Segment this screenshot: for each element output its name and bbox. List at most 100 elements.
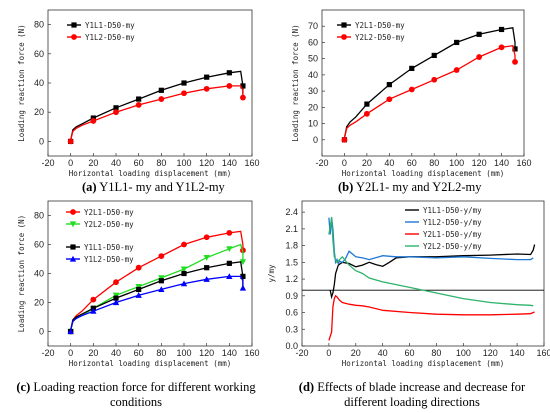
series-line-3 [328, 217, 534, 307]
data-point [158, 286, 165, 293]
data-point [512, 59, 518, 65]
caption-b-text: Y2L1- my and Y2L2-my [353, 180, 482, 194]
legend-label: Y2L2-D50-my [84, 220, 134, 229]
x-tick-label: 140 [222, 158, 237, 168]
data-point [203, 234, 210, 241]
y-tick-label: 0 [313, 135, 318, 145]
x-tick-label: 100 [456, 348, 471, 358]
y-tick-label: 20 [34, 107, 44, 117]
plot-frame [301, 200, 545, 347]
x-tick-label: 60 [407, 158, 417, 168]
data-point [453, 67, 460, 73]
x-tick-label: 80 [156, 348, 166, 358]
series-line-1 [343, 44, 516, 140]
data-point [90, 118, 97, 124]
x-tick-label: 140 [222, 348, 237, 358]
caption-d: (d) Effects of blade increase and decrea… [276, 380, 548, 410]
y-tick-label: 60 [34, 240, 44, 250]
caption-a-letter: (a) [82, 180, 97, 194]
x-axis-label: Horizontal loading displacement (mm) [342, 359, 505, 368]
data-point [226, 273, 233, 279]
caption-c-text: Loading reaction force for different wor… [30, 380, 256, 409]
chart-1: -20 0 20 40 60 80 100 120 140 160 0 10 20 30 40 50 60 70 H… [291, 9, 532, 178]
chart-3: -20 0 20 40 60 80 100 120 140 160 0.0 0.3 0.6 0.9 1.2 1… [267, 200, 550, 368]
y-axis-label: Loading reaction force (N) [291, 24, 300, 141]
y-tick-label: 1.2 [285, 274, 298, 284]
y-tick-label: 70 [308, 21, 318, 31]
caption-d-letter: (d) [298, 380, 315, 394]
data-point [203, 276, 210, 282]
x-tick-label: -20 [315, 158, 328, 168]
y-tick-label: 2.1 [285, 224, 298, 234]
y-tick-label: 40 [308, 70, 318, 80]
caption-a-text: Y1L1- my and Y1L2-my [96, 180, 225, 194]
data-point [90, 115, 96, 121]
y-tick-label: 0.0 [285, 341, 298, 351]
x-tick-label: 120 [199, 158, 214, 168]
y-tick-label: 60 [308, 37, 318, 47]
y-tick-label: 10 [308, 119, 318, 129]
y-tick-label: 20 [34, 298, 44, 308]
data-point [113, 279, 119, 286]
y-tick-label: 40 [34, 269, 44, 279]
data-point [454, 39, 460, 46]
x-tick-label: 20 [362, 158, 372, 168]
series-line-3 [70, 275, 244, 332]
data-point [135, 264, 142, 271]
data-point [181, 80, 187, 86]
x-axis-label: Horizontal loading displacement (mm) [69, 169, 232, 178]
data-point [204, 265, 210, 271]
data-point [226, 83, 233, 89]
caption-c-letter: (c) [16, 380, 31, 394]
data-point [158, 96, 165, 102]
data-point [476, 54, 483, 60]
data-point [204, 74, 210, 80]
series-line-0 [329, 244, 536, 300]
y-axis-label: Loading reaction force (N) [17, 24, 26, 141]
data-point [226, 246, 233, 253]
data-point [240, 94, 246, 101]
x-tick-label: 40 [111, 158, 121, 168]
chart-2: -20 0 20 40 60 80 100 120 140 160020406080Horizon… [17, 200, 260, 368]
x-tick-label: 0 [342, 158, 347, 168]
legend-label: Y2L2-D50-y/my [423, 242, 482, 251]
y-tick-label: 0 [39, 327, 44, 337]
x-tick-label: 100 [449, 158, 464, 168]
series-line-2 [328, 294, 535, 341]
x-tick-label: 20 [351, 348, 361, 358]
x-tick-label: 20 [88, 348, 98, 358]
x-tick-label: -20 [41, 348, 54, 358]
data-point [90, 308, 97, 314]
data-point [341, 136, 348, 143]
data-point [181, 270, 187, 277]
x-tick-label: 120 [472, 158, 487, 168]
x-tick-label: 0 [68, 348, 73, 358]
x-tick-label: 160 [244, 158, 259, 168]
x-tick-label: 160 [244, 348, 259, 358]
y-tick-label: 80 [34, 20, 44, 30]
plot-frame [47, 9, 253, 157]
chart-0: -20 0 20 40 60 80 100 120 140 160020406080Horizon… [17, 9, 260, 178]
data-point [112, 299, 120, 306]
series-line-1 [70, 85, 244, 142]
data-point [180, 280, 188, 287]
legend-marker [69, 221, 77, 228]
plot-frame [321, 9, 525, 157]
data-point [408, 86, 415, 93]
legend-label: Y2L1-D50-my [355, 21, 405, 30]
x-tick-label: 100 [176, 348, 191, 358]
x-tick-label: 80 [429, 158, 439, 168]
x-tick-label: -20 [41, 158, 54, 168]
caption-c: (c) Loading reaction force for different… [2, 380, 270, 410]
data-point [203, 85, 210, 92]
y-tick-label: 60 [34, 49, 44, 59]
y-tick-label: 1.5 [285, 257, 298, 267]
x-tick-label: 0 [326, 348, 331, 358]
caption-a: (a) Y1L1- my and Y1L2-my [82, 180, 302, 195]
data-point [226, 260, 232, 266]
y-tick-label: 0.3 [285, 324, 298, 334]
series-line-0 [343, 27, 516, 140]
data-point [363, 110, 370, 117]
x-axis-label: Horizontal loading displacement (mm) [69, 359, 232, 368]
